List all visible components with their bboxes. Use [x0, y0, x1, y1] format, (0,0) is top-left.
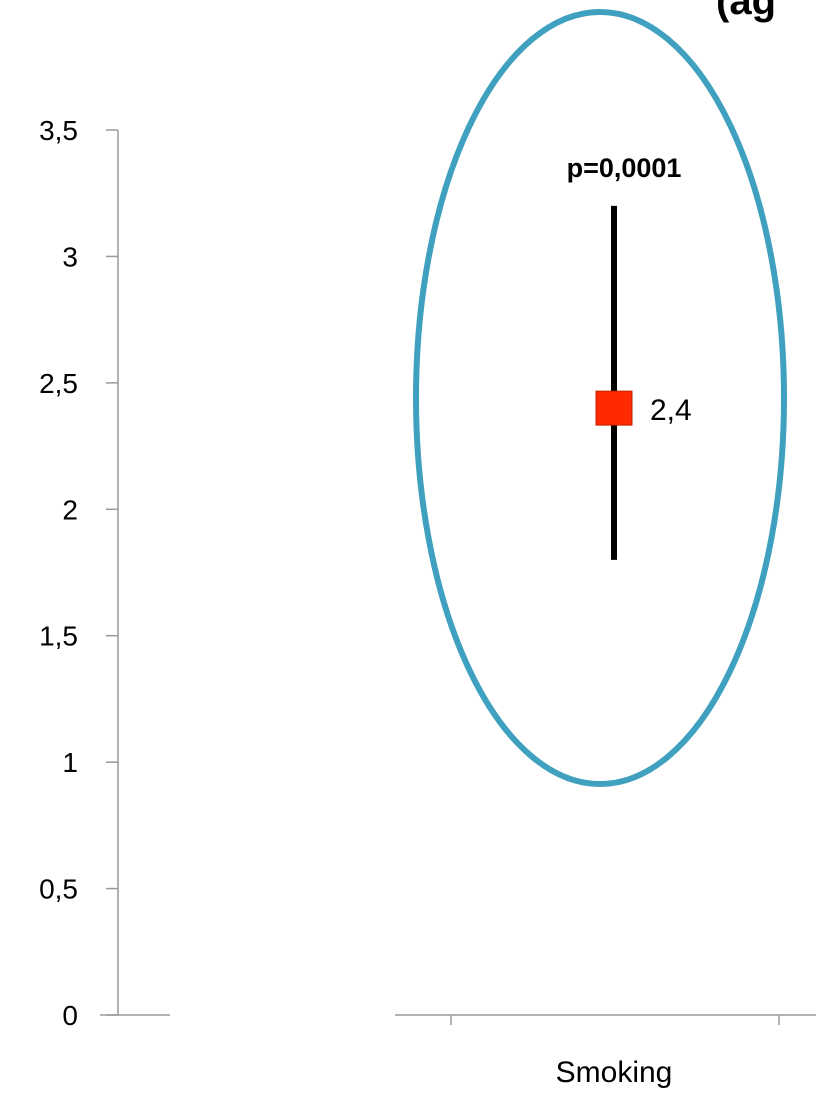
y-tick-label: 1 [62, 747, 78, 778]
y-tick-label: 1,5 [39, 621, 78, 652]
highlight-ellipse [413, 9, 787, 787]
point-marker [595, 390, 633, 426]
x-category-label: Smoking [556, 1056, 673, 1089]
p-value-label: p=0,0001 [567, 153, 682, 183]
y-tick-label: 3,5 [39, 115, 78, 146]
chart-title: (ag [716, 0, 776, 23]
y-tick-label: 0,5 [39, 874, 78, 905]
y-tick-label: 0 [62, 1000, 78, 1031]
y-tick-label: 2 [62, 494, 78, 525]
data-points: 2,4 p=0,0001 [567, 153, 692, 560]
y-tick-label: 2,5 [39, 368, 78, 399]
point-value-label: 2,4 [650, 394, 692, 427]
y-tick-label: 3 [62, 241, 78, 272]
y-ticks: 0 0,5 1 1,5 2 2,5 3 3,5 [39, 115, 118, 1031]
